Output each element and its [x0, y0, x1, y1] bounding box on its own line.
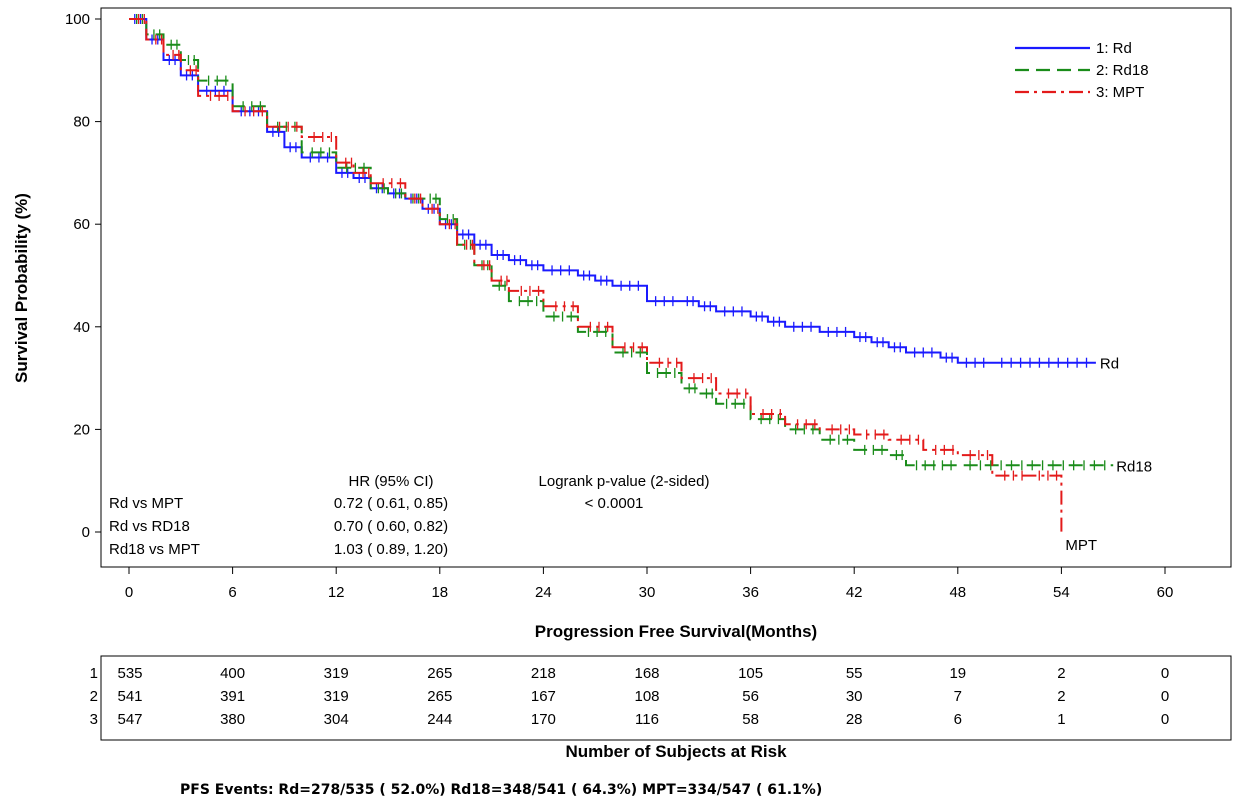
risk-count: 2	[1057, 688, 1065, 705]
comparison-label: Rd vs RD18	[109, 518, 190, 535]
x-tick-label: 30	[639, 584, 656, 601]
hr-header: HR (95% CI)	[348, 473, 433, 490]
risk-count: 0	[1161, 711, 1169, 728]
risk-row-id: 1	[90, 665, 98, 682]
risk-count: 400	[220, 665, 245, 682]
legend-label: 3: MPT	[1096, 84, 1144, 101]
risk-count: 265	[427, 688, 452, 705]
x-tick-label: 18	[431, 584, 448, 601]
risk-count: 380	[220, 711, 245, 728]
risk-count: 108	[634, 688, 659, 705]
curve-end-label: Rd	[1100, 356, 1119, 373]
risk-count: 547	[117, 711, 142, 728]
risk-count: 218	[531, 665, 556, 682]
x-tick-label: 0	[125, 584, 133, 601]
x-tick-label: 36	[742, 584, 759, 601]
comparison-label: Rd vs MPT	[109, 495, 183, 512]
risk-count: 535	[117, 665, 142, 682]
risk-count: 19	[949, 665, 966, 682]
risk-count: 116	[635, 711, 659, 728]
risk-count: 319	[324, 665, 349, 682]
risk-row-id: 2	[90, 688, 98, 705]
risk-count: 170	[531, 711, 556, 728]
y-tick-label: 60	[73, 216, 90, 233]
risk-count: 391	[220, 688, 245, 705]
curve-rd18	[129, 18, 1114, 467]
y-tick-label: 80	[73, 114, 90, 131]
risk-count: 167	[531, 688, 556, 705]
risk-count: 244	[427, 711, 452, 728]
risk-count: 2	[1057, 665, 1065, 682]
y-tick-label: 40	[73, 319, 90, 336]
pvalue: < 0.0001	[585, 495, 644, 512]
curve-rd	[129, 18, 1096, 364]
legend-label: 1: Rd	[1096, 40, 1132, 57]
curve-end-label: MPT	[1065, 537, 1097, 554]
x-tick-label: 54	[1053, 584, 1070, 601]
pvalue-header: Logrank p-value (2-sided)	[539, 473, 710, 490]
plot-frame	[100, 7, 1232, 568]
y-tick-label: 20	[73, 421, 90, 438]
x-axis-label: Progression Free Survival(Months)	[535, 622, 817, 641]
curve-mpt	[129, 18, 1063, 532]
risk-count: 6	[954, 711, 962, 728]
risk-count: 1	[1057, 711, 1065, 728]
curve-end-label: Rd18	[1116, 458, 1152, 475]
x-tick-label: 24	[535, 584, 552, 601]
risk-count: 0	[1161, 665, 1169, 682]
risk-count: 7	[954, 688, 962, 705]
risk-count: 58	[742, 711, 759, 728]
x-tick-label: 60	[1157, 584, 1174, 601]
risk-count: 0	[1161, 688, 1169, 705]
y-axis-label: Survival Probability (%)	[12, 193, 31, 383]
risk-table-title: Number of Subjects at Risk	[565, 742, 787, 761]
risk-count: 541	[117, 688, 142, 705]
y-tick-label: 0	[82, 524, 90, 541]
risk-count: 56	[742, 688, 759, 705]
comparison-label: Rd18 vs MPT	[109, 541, 200, 558]
risk-count: 319	[324, 688, 349, 705]
risk-table-frame	[100, 655, 1232, 741]
risk-count: 304	[324, 711, 349, 728]
x-tick-label: 6	[228, 584, 236, 601]
risk-count: 55	[846, 665, 863, 682]
risk-count: 265	[427, 665, 452, 682]
risk-count: 30	[846, 688, 863, 705]
risk-count: 28	[846, 711, 863, 728]
risk-count: 105	[738, 665, 763, 682]
hr-value: 0.70 ( 0.60, 0.82)	[334, 518, 448, 535]
legend-label: 2: Rd18	[1096, 62, 1149, 79]
hr-value: 1.03 ( 0.89, 1.20)	[334, 541, 448, 558]
risk-count: 168	[634, 665, 659, 682]
x-tick-label: 42	[846, 584, 863, 601]
risk-row-id: 3	[90, 711, 98, 728]
pfs-events-footnote: PFS Events: Rd=278/535 ( 52.0%) Rd18=348…	[180, 782, 822, 798]
y-tick-label: 100	[65, 11, 90, 28]
x-tick-label: 48	[949, 584, 966, 601]
x-tick-label: 12	[328, 584, 345, 601]
hr-value: 0.72 ( 0.61, 0.85)	[334, 495, 448, 512]
